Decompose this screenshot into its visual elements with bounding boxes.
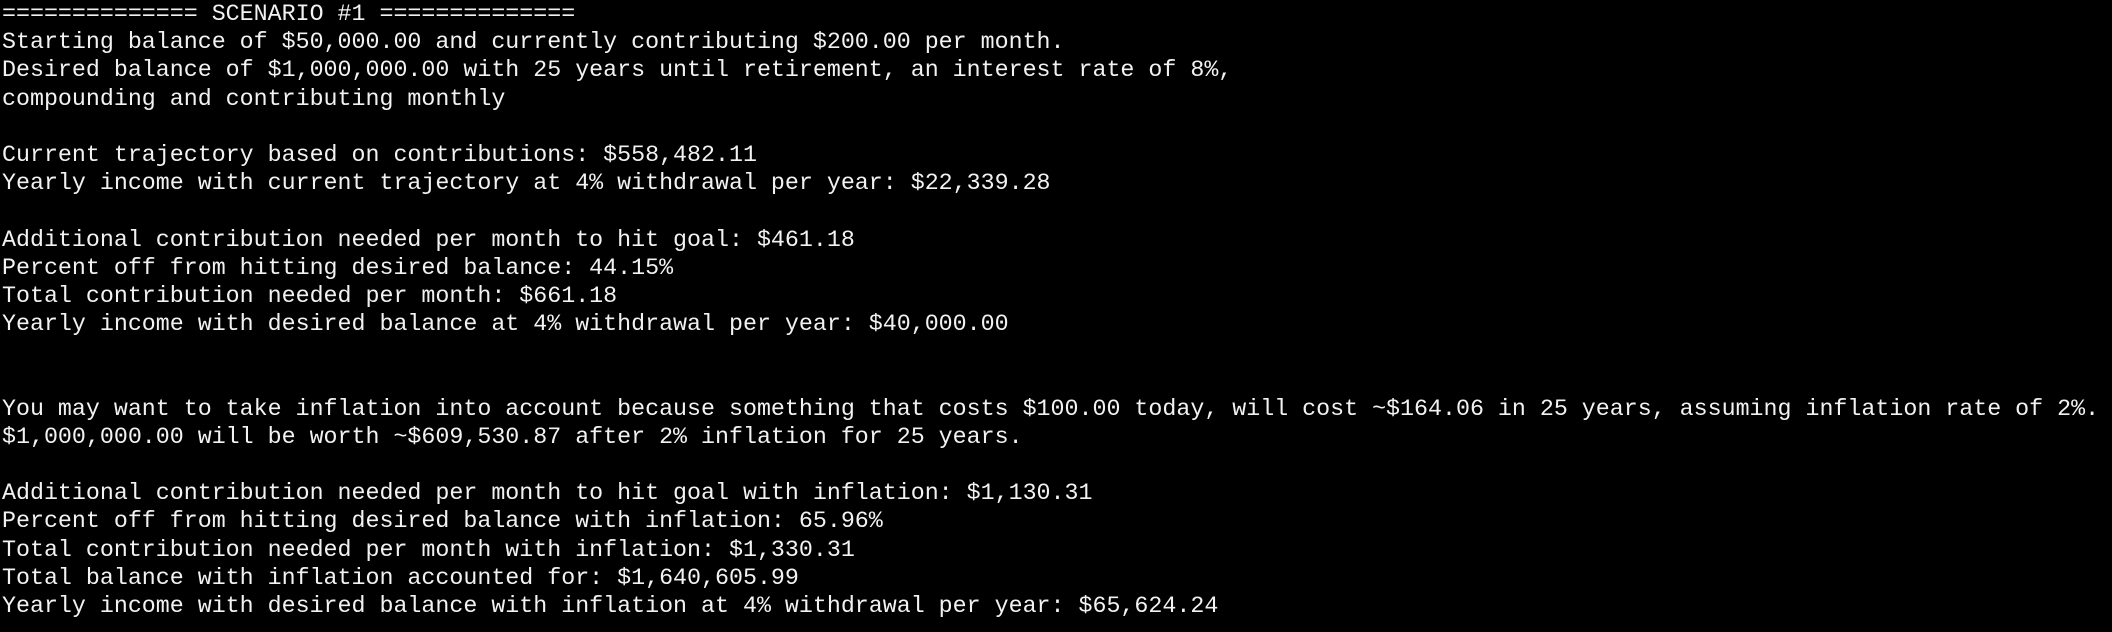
output-line: Starting balance of $50,000.00 and curre…: [2, 29, 1065, 56]
output-line: You may want to take inflation into acco…: [2, 395, 2100, 422]
output-line: Percent off from hitting desired balance…: [2, 508, 883, 535]
output-line: Total contribution needed per month with…: [2, 536, 855, 563]
output-line: Yearly income with desired balance with …: [2, 592, 1219, 619]
intro: Starting balance of $50,000.00 and curre…: [2, 28, 2112, 113]
output-line: Yearly income with current trajectory at…: [2, 170, 1051, 197]
inflation-goal: Additional contribution needed per month…: [2, 479, 2112, 620]
output-line: Additional contribution needed per month…: [2, 226, 855, 253]
output-line: Total balance with inflation accounted f…: [2, 564, 799, 591]
output-line: Total contribution needed per month: $66…: [2, 282, 618, 309]
output-line: $1,000,000.00 will be worth ~$609,530.87…: [2, 423, 1023, 450]
header: ============== SCENARIO #1 =============…: [2, 1, 576, 27]
output-line: Additional contribution needed per month…: [2, 480, 1093, 507]
goal: Additional contribution needed per month…: [2, 226, 2112, 339]
output-line: Desired balance of $1,000,000.00 with 25…: [2, 57, 1233, 84]
inflation-note: You may want to take inflation into acco…: [2, 395, 2112, 451]
output-line: Current trajectory based on contribution…: [2, 141, 757, 168]
trajectory: Current trajectory based on contribution…: [2, 141, 2112, 197]
output-line: Yearly income with desired balance at 4%…: [2, 311, 1009, 338]
output-line: Percent off from hitting desired balance…: [2, 254, 674, 281]
output-line: compounding and contributing monthly: [2, 85, 506, 112]
